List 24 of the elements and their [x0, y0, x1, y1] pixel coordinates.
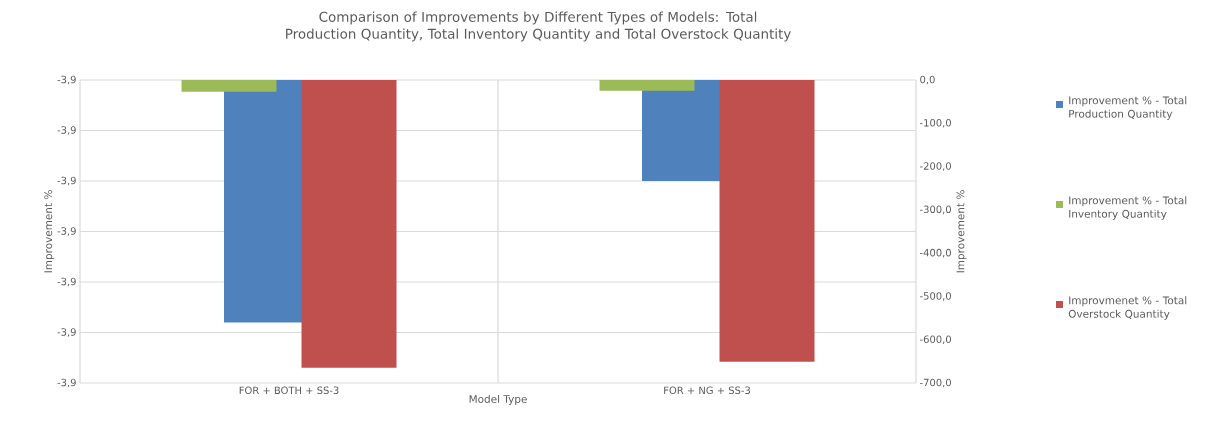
- y2-tick-label: -500,0: [920, 292, 951, 301]
- y-tick-label: -3,9: [57, 126, 76, 135]
- y2-tick-label: -600,0: [920, 335, 951, 344]
- x-tick-label: FOR + NG + SS-3: [664, 386, 751, 395]
- x-axis-title: Model Type: [469, 394, 527, 406]
- legend-label: Improvement % - Total Inventory Quantity: [1069, 196, 1187, 220]
- y-tick-label: -3,9: [57, 378, 76, 388]
- x-tick-label: FOR + BOTH + SS-3: [239, 386, 339, 395]
- chart-title: Comparison of Improvements by Different Types of Models: Total Production Quantity, Total Inventory Quantity and Total Overstock Quantity: [286, 11, 791, 42]
- legend-label: Improvement % - Total Production Quantity: [1069, 96, 1187, 120]
- y2-tick-label: -200,0: [920, 162, 951, 171]
- y2-tick-label: 0,0: [920, 75, 935, 85]
- legend-label: Improvmenet % - Total Overstock Quantity: [1068, 296, 1187, 320]
- y-tick-label: -3,9: [57, 176, 76, 186]
- y2-tick-label: -300,0: [920, 205, 951, 215]
- y-tick-label: -3,9: [57, 75, 76, 85]
- y2-tick-label: -700,0: [920, 378, 951, 388]
- y2-axis-title: Improvement %: [956, 190, 967, 273]
- y-axis-title: Improvement %: [44, 190, 55, 273]
- y-tick-label: -3,9: [57, 328, 76, 337]
- y-tick-label: -3,9: [57, 277, 76, 287]
- y-tick-label: -3,9: [57, 227, 76, 236]
- y2-tick-label: -100,0: [920, 119, 951, 128]
- y2-tick-label: -400,0: [920, 248, 951, 258]
